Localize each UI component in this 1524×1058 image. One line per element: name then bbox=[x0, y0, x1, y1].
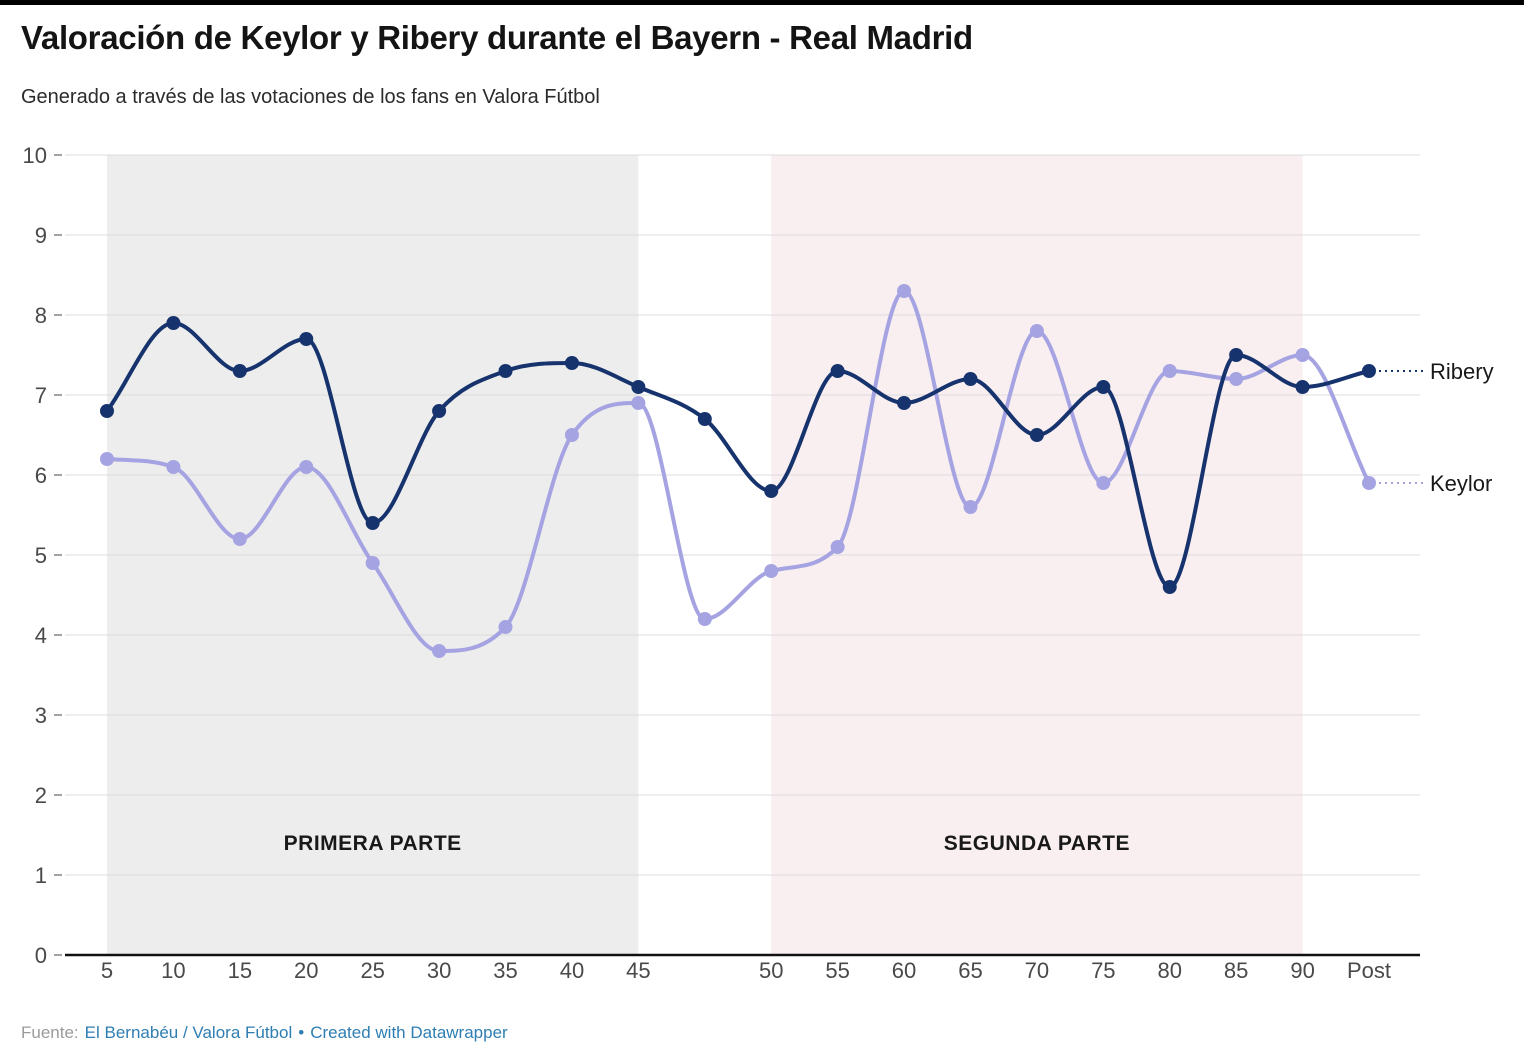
keylor-point bbox=[897, 284, 912, 298]
ribery-point bbox=[432, 404, 447, 418]
chart-subtitle: Generado a través de las votaciones de l… bbox=[21, 86, 600, 108]
ribery-point bbox=[299, 332, 314, 346]
x-tick-label: 50 bbox=[759, 958, 783, 983]
keylor-point bbox=[100, 452, 114, 466]
footer: Fuente: El Bernabéu / Valora Fútbol • Cr… bbox=[21, 1023, 508, 1043]
x-tick-label: 55 bbox=[825, 958, 849, 983]
ribery-point bbox=[764, 484, 779, 498]
series-end-label: Keylor bbox=[1430, 471, 1492, 496]
keylor-point bbox=[1162, 364, 1177, 378]
x-tick-label: 25 bbox=[360, 958, 384, 983]
keylor-point bbox=[299, 460, 314, 474]
x-tick-label: 30 bbox=[427, 958, 451, 983]
fuente-label: Fuente: bbox=[21, 1023, 79, 1042]
x-tick-label: Post bbox=[1347, 958, 1391, 983]
y-tick-label: 6 bbox=[35, 463, 47, 488]
keylor-point bbox=[697, 612, 712, 626]
top-border bbox=[0, 0, 1524, 5]
footer-separator: • bbox=[298, 1023, 305, 1042]
x-tick-label: 75 bbox=[1091, 958, 1115, 983]
keylor-point bbox=[963, 500, 978, 514]
keylor-point bbox=[498, 620, 513, 634]
keylor-point bbox=[564, 428, 579, 442]
x-tick-label: 35 bbox=[493, 958, 517, 983]
keylor-point bbox=[232, 532, 247, 546]
ribery-point bbox=[232, 364, 247, 378]
keylor-point bbox=[631, 396, 646, 410]
x-tick-label: 45 bbox=[626, 958, 650, 983]
chart-title: Valoración de Keylor y Ribery durante el… bbox=[21, 19, 973, 56]
y-tick-label: 5 bbox=[35, 543, 47, 568]
x-tick-label: 80 bbox=[1157, 958, 1181, 983]
keylor-point bbox=[1295, 348, 1310, 362]
ribery-point bbox=[1029, 428, 1044, 442]
keylor-point bbox=[365, 556, 380, 570]
series-end-label: Ribery bbox=[1430, 359, 1494, 384]
x-tick-label: 90 bbox=[1290, 958, 1314, 983]
ribery-point bbox=[1362, 364, 1376, 378]
ribery-point bbox=[100, 404, 114, 418]
keylor-point bbox=[1029, 324, 1044, 338]
y-tick-label: 2 bbox=[35, 783, 47, 808]
x-tick-label: 5 bbox=[101, 958, 113, 983]
ribery-point bbox=[1096, 380, 1111, 394]
x-tick-label: 20 bbox=[294, 958, 318, 983]
keylor-point bbox=[1229, 372, 1244, 386]
source-link[interactable]: El Bernabéu / Valora Fútbol bbox=[84, 1023, 293, 1042]
ribery-point bbox=[1229, 348, 1244, 362]
x-tick-label: 15 bbox=[228, 958, 252, 983]
x-tick-label: 40 bbox=[560, 958, 584, 983]
ribery-point bbox=[498, 364, 513, 378]
ribery-point bbox=[963, 372, 978, 386]
ribery-point bbox=[365, 516, 380, 530]
x-tick-label: 85 bbox=[1224, 958, 1248, 983]
region-label: PRIMERA PARTE bbox=[284, 832, 462, 855]
ribery-point bbox=[830, 364, 845, 378]
y-tick-label: 10 bbox=[23, 143, 47, 168]
y-tick-label: 4 bbox=[35, 623, 47, 648]
y-tick-label: 8 bbox=[35, 303, 47, 328]
y-tick-label: 1 bbox=[35, 863, 47, 888]
y-tick-label: 9 bbox=[35, 223, 47, 248]
y-tick-label: 3 bbox=[35, 703, 47, 728]
keylor-point bbox=[764, 564, 779, 578]
x-tick-label: 70 bbox=[1025, 958, 1049, 983]
ribery-point bbox=[697, 412, 712, 426]
ribery-point bbox=[631, 380, 646, 394]
ribery-point bbox=[1162, 580, 1177, 594]
ribery-point bbox=[166, 316, 181, 330]
keylor-point bbox=[1096, 476, 1111, 490]
x-tick-label: 60 bbox=[892, 958, 916, 983]
ribery-point bbox=[1295, 380, 1310, 394]
x-tick-label: 65 bbox=[958, 958, 982, 983]
keylor-point bbox=[166, 460, 181, 474]
region-label: SEGUNDA PARTE bbox=[944, 832, 1130, 855]
keylor-point bbox=[1362, 476, 1376, 490]
keylor-point bbox=[830, 540, 845, 554]
keylor-point bbox=[432, 644, 447, 658]
ribery-point bbox=[897, 396, 912, 410]
x-tick-label: 10 bbox=[161, 958, 185, 983]
datawrapper-credit-link[interactable]: Created with Datawrapper bbox=[310, 1023, 508, 1042]
ribery-point bbox=[564, 356, 579, 370]
y-tick-label: 7 bbox=[35, 383, 47, 408]
y-tick-label: 0 bbox=[35, 943, 47, 968]
